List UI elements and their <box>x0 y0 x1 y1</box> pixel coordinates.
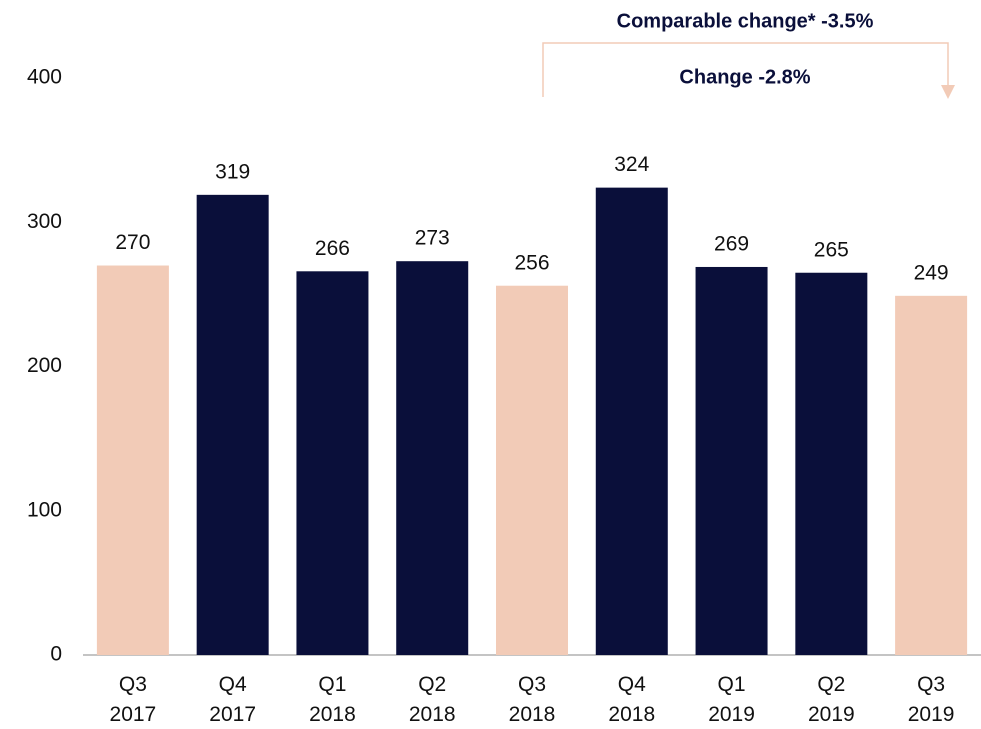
x-tick-label: Q3 2017 <box>109 673 157 726</box>
x-tick-label: Q2 2018 <box>408 673 456 726</box>
bar <box>96 265 169 655</box>
data-label: 270 <box>115 231 150 254</box>
x-tick-label: Q3 2018 <box>508 673 556 726</box>
y-tick-label: 0 <box>50 643 62 666</box>
y-tick-label: 100 <box>27 498 62 521</box>
data-label: 324 <box>614 153 649 176</box>
bar <box>795 272 868 655</box>
x-tick-label: Q4 2017 <box>209 673 257 726</box>
bar <box>496 285 568 655</box>
data-label: 273 <box>415 227 450 250</box>
data-label: 249 <box>914 261 949 284</box>
bracket <box>542 42 949 97</box>
data-label: 319 <box>215 160 250 183</box>
y-tick-label: 300 <box>27 210 62 233</box>
x-tick-label: Q4 2018 <box>608 673 656 726</box>
x-tick-label: Q2 2019 <box>807 673 855 726</box>
data-label: 266 <box>315 237 350 260</box>
annotation: Change -2.8% <box>679 66 810 88</box>
arrow-head <box>941 85 955 99</box>
x-tick-label: Q3 2019 <box>907 673 955 726</box>
data-label: 269 <box>714 233 749 256</box>
x-tick-label: Q1 2018 <box>309 673 356 726</box>
x-tick-label: Q1 2019 <box>708 673 755 726</box>
data-label: 265 <box>814 238 849 261</box>
y-tick-label: 200 <box>27 354 62 377</box>
annotation: Comparable change* -3.5% <box>617 10 874 32</box>
bar <box>595 187 668 655</box>
y-tick-label: 400 <box>27 66 62 89</box>
data-label: 256 <box>514 251 549 274</box>
bar <box>895 295 968 655</box>
bar <box>196 194 269 655</box>
bar <box>396 261 469 655</box>
bar <box>296 271 369 655</box>
bar <box>695 266 768 655</box>
